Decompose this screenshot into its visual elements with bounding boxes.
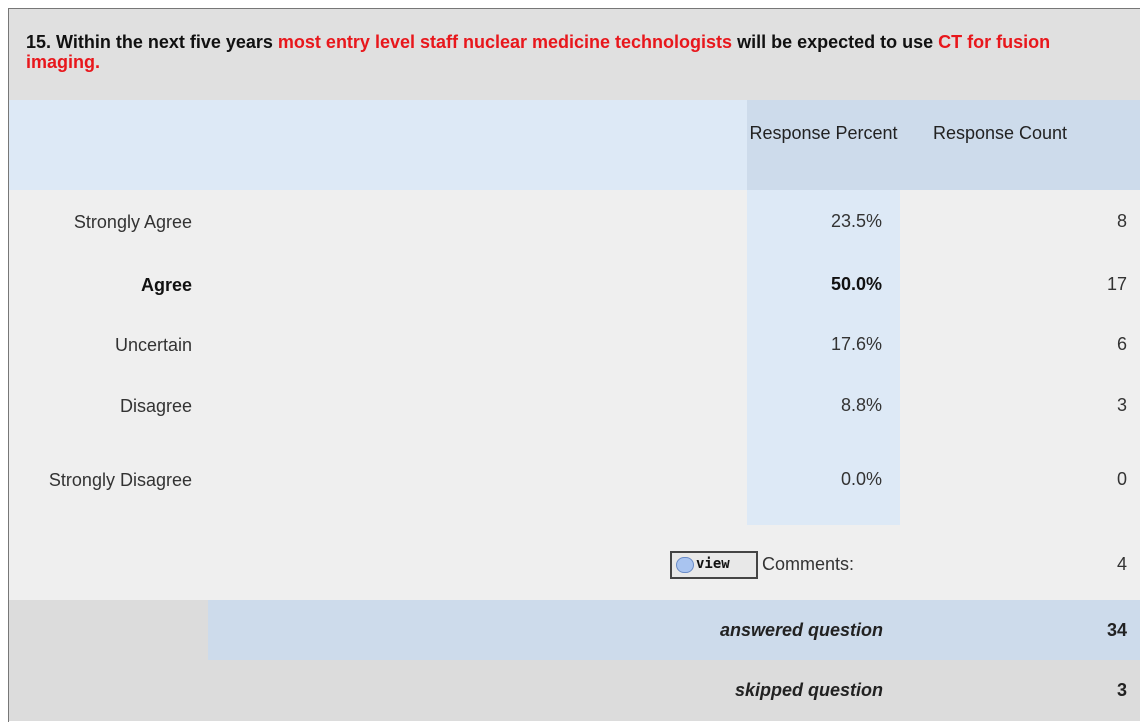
view-button[interactable]: view: [670, 551, 758, 579]
body-band: [9, 190, 1140, 600]
row-label: Disagree: [119, 395, 192, 416]
row-count: 3: [1116, 395, 1127, 415]
comments-label: Comments:: [762, 554, 855, 574]
row-count: 6: [1116, 334, 1127, 354]
answered-label: answered question: [719, 620, 883, 640]
answered-count: 34: [1106, 620, 1127, 640]
row-label: Uncertain: [114, 334, 192, 355]
question-segment: 15. Within the next five years: [26, 32, 278, 52]
answered-band: [208, 600, 1140, 660]
row-label: Strongly Disagree: [48, 469, 192, 490]
row-percent: 17.6%: [830, 334, 882, 354]
column-header: Response Count: [932, 123, 1068, 143]
percent-band: [747, 190, 900, 525]
row-count: 17: [1106, 274, 1127, 294]
header-band: [747, 100, 1140, 190]
question-segment: CT for fusion imaging.: [26, 32, 1051, 72]
header-band: [9, 100, 747, 190]
comments-count: 4: [1116, 554, 1127, 574]
row-label: Strongly Agree: [73, 211, 192, 232]
row-count: 0: [1116, 469, 1127, 489]
view-label: view: [696, 556, 730, 572]
row-count: 8: [1116, 211, 1127, 231]
question: 15. Within the next five years most entr…: [26, 32, 1106, 72]
row-percent: 50.0%: [830, 274, 882, 294]
skipped-count: 3: [1116, 680, 1127, 700]
row-label: Agree: [140, 274, 192, 295]
question-band: [9, 9, 1140, 100]
row-percent: 23.5%: [830, 211, 882, 231]
question-segment: most entry level staff nuclear medicine …: [277, 32, 733, 52]
column-header: Response Percent: [749, 123, 898, 143]
frame: [8, 8, 1140, 722]
question-segment: will be expected to use: [732, 32, 939, 52]
skipped-label: skipped question: [734, 680, 883, 700]
row-percent: 0.0%: [840, 469, 882, 489]
row-percent: 8.8%: [840, 395, 882, 415]
comment-icon: [676, 557, 694, 573]
